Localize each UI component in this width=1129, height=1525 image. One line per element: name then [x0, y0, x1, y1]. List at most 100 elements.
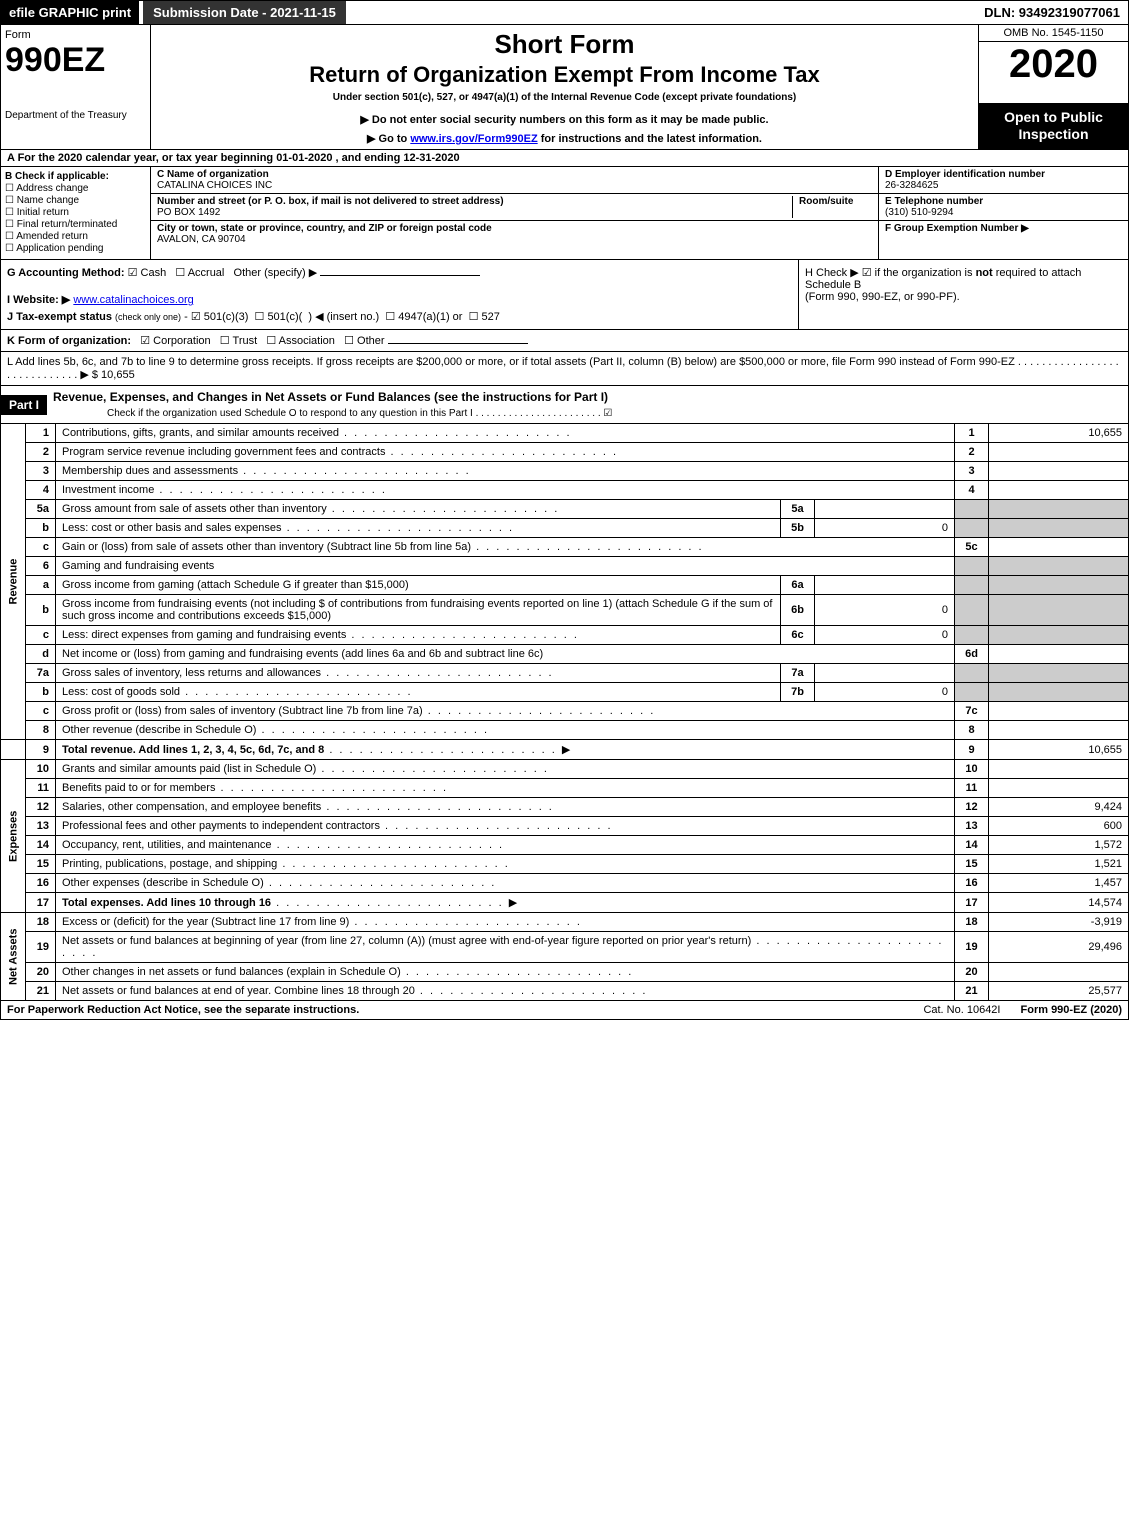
part-i-label: Part I — [1, 395, 47, 415]
line-7b-mid: 7b — [781, 683, 815, 702]
department-label: Department of the Treasury — [5, 110, 146, 121]
line-6b-box-shade — [955, 595, 989, 626]
line-19-desc: Net assets or fund balances at beginning… — [62, 935, 751, 947]
section-k: K Form of organization: Corporation Trus… — [0, 330, 1129, 352]
line-4: 4 Investment income 4 — [1, 481, 1129, 500]
line-7b-midval: 0 — [815, 683, 955, 702]
line-13-no: 13 — [26, 817, 56, 836]
section-def: D Employer identification number 26-3284… — [878, 167, 1128, 259]
line-18-val: -3,919 — [989, 913, 1129, 932]
line-13: 13 Professional fees and other payments … — [1, 817, 1129, 836]
line-1-desc: Contributions, gifts, grants, and simila… — [62, 427, 339, 439]
city-value: AVALON, CA 90704 — [157, 234, 246, 245]
check-application-pending[interactable]: Application pending — [5, 243, 146, 254]
line-15-desc: Printing, publications, postage, and shi… — [62, 858, 277, 870]
line-10: Expenses 10 Grants and similar amounts p… — [1, 760, 1129, 779]
line-1: Revenue 1 Contributions, gifts, grants, … — [1, 424, 1129, 443]
check-final-return[interactable]: Final return/terminated — [5, 219, 146, 230]
line-21-desc: Net assets or fund balances at end of ye… — [62, 985, 415, 997]
line-2-val — [989, 443, 1129, 462]
check-amended-return[interactable]: Amended return — [5, 231, 146, 242]
check-address-change[interactable]: Address change — [5, 183, 146, 194]
line-5c-val — [989, 538, 1129, 557]
line-1-box: 1 — [955, 424, 989, 443]
return-of-title: Return of Organization Exempt From Incom… — [155, 62, 974, 88]
h-not: not — [976, 267, 993, 279]
group-row: F Group Exemption Number ▶ — [879, 221, 1128, 259]
line-14-desc: Occupancy, rent, utilities, and maintena… — [62, 839, 272, 851]
part-i-header-row: Part I Revenue, Expenses, and Changes in… — [0, 386, 1129, 424]
line-13-desc: Professional fees and other payments to … — [62, 820, 380, 832]
netassets-side-label: Net Assets — [1, 913, 26, 1001]
line-2-box: 2 — [955, 443, 989, 462]
ein-label: D Employer identification number — [885, 169, 1045, 180]
check-cash[interactable]: Cash — [128, 267, 167, 279]
check-501c3[interactable]: 501(c)(3) — [191, 311, 249, 323]
line-17: 17 Total expenses. Add lines 10 through … — [1, 893, 1129, 913]
line-5a-desc: Gross amount from sale of assets other t… — [62, 503, 327, 515]
website-label: I Website: ▶ — [7, 294, 70, 306]
line-7c: c Gross profit or (loss) from sales of i… — [1, 702, 1129, 721]
check-association[interactable]: Association — [266, 335, 335, 347]
line-6c-val-shade — [989, 626, 1129, 645]
other-org-line[interactable] — [388, 343, 528, 344]
line-3-no: 3 — [26, 462, 56, 481]
do-not-enter-text: ▶ Do not enter social security numbers o… — [155, 113, 974, 126]
header-left: Form 990EZ Department of the Treasury — [1, 25, 151, 149]
line-20-val — [989, 963, 1129, 982]
footer: For Paperwork Reduction Act Notice, see … — [0, 1001, 1129, 1020]
line-5b-no: b — [26, 519, 56, 538]
efile-print-button[interactable]: efile GRAPHIC print — [1, 1, 139, 24]
line-21-box: 21 — [955, 982, 989, 1001]
check-527[interactable]: 527 — [469, 311, 500, 323]
part-i-table: Revenue 1 Contributions, gifts, grants, … — [0, 424, 1129, 1001]
line-7c-no: c — [26, 702, 56, 721]
line-11: 11 Benefits paid to or for members 11 — [1, 779, 1129, 798]
line-15-box: 15 — [955, 855, 989, 874]
irs-link[interactable]: www.irs.gov/Form990EZ — [410, 133, 537, 145]
line-6-no: 6 — [26, 557, 56, 576]
line-9-val: 10,655 — [989, 740, 1129, 760]
line-5b: b Less: cost or other basis and sales ex… — [1, 519, 1129, 538]
line-4-val — [989, 481, 1129, 500]
check-4947[interactable]: 4947(a)(1) or — [385, 311, 462, 323]
check-initial-return[interactable]: Initial return — [5, 207, 146, 218]
website-link[interactable]: www.catalinachoices.org — [73, 294, 193, 306]
line-6b-mid: 6b — [781, 595, 815, 626]
line-21-no: 21 — [26, 982, 56, 1001]
line-6b-val-shade — [989, 595, 1129, 626]
line-11-val — [989, 779, 1129, 798]
goto-prefix: ▶ Go to — [367, 133, 410, 145]
line-6a-midval — [815, 576, 955, 595]
check-501c[interactable]: 501(c)( ) ◀ (insert no.) — [255, 311, 380, 323]
check-corporation[interactable]: Corporation — [140, 335, 210, 347]
submission-date-button[interactable]: Submission Date - 2021-11-15 — [143, 1, 346, 24]
line-3: 3 Membership dues and assessments 3 — [1, 462, 1129, 481]
check-trust[interactable]: Trust — [220, 335, 257, 347]
line-8-val — [989, 721, 1129, 740]
line-5c: c Gain or (loss) from sale of assets oth… — [1, 538, 1129, 557]
line-7b-desc: Less: cost of goods sold — [62, 686, 180, 698]
expenses-side-label: Expenses — [1, 760, 26, 913]
line-10-no: 10 — [26, 760, 56, 779]
tel-row: E Telephone number (310) 510-9294 — [879, 194, 1128, 221]
line-17-desc: Total expenses. Add lines 10 through 16 — [62, 897, 271, 909]
check-other-org[interactable]: Other — [344, 335, 384, 347]
line-11-box: 11 — [955, 779, 989, 798]
ein-row: D Employer identification number 26-3284… — [879, 167, 1128, 194]
other-specify-line[interactable] — [320, 275, 480, 276]
tax-exempt-row: J Tax-exempt status (check only one) - 5… — [7, 310, 792, 323]
top-bar: efile GRAPHIC print Submission Date - 20… — [0, 0, 1129, 25]
line-5a-mid: 5a — [781, 500, 815, 519]
line-6a-desc: Gross income from gaming (attach Schedul… — [62, 579, 409, 591]
line-7b-no: b — [26, 683, 56, 702]
line-21-val: 25,577 — [989, 982, 1129, 1001]
org-name-value: CATALINA CHOICES INC — [157, 180, 272, 191]
check-accrual[interactable]: Accrual — [175, 267, 224, 279]
line-6c-midval: 0 — [815, 626, 955, 645]
section-g: G Accounting Method: Cash Accrual Other … — [1, 260, 798, 329]
h-text3: (Form 990, 990-EZ, or 990-PF). — [805, 291, 960, 303]
check-name-change[interactable]: Name change — [5, 195, 146, 206]
line-19-box: 19 — [955, 932, 989, 963]
line-5a-midval — [815, 500, 955, 519]
